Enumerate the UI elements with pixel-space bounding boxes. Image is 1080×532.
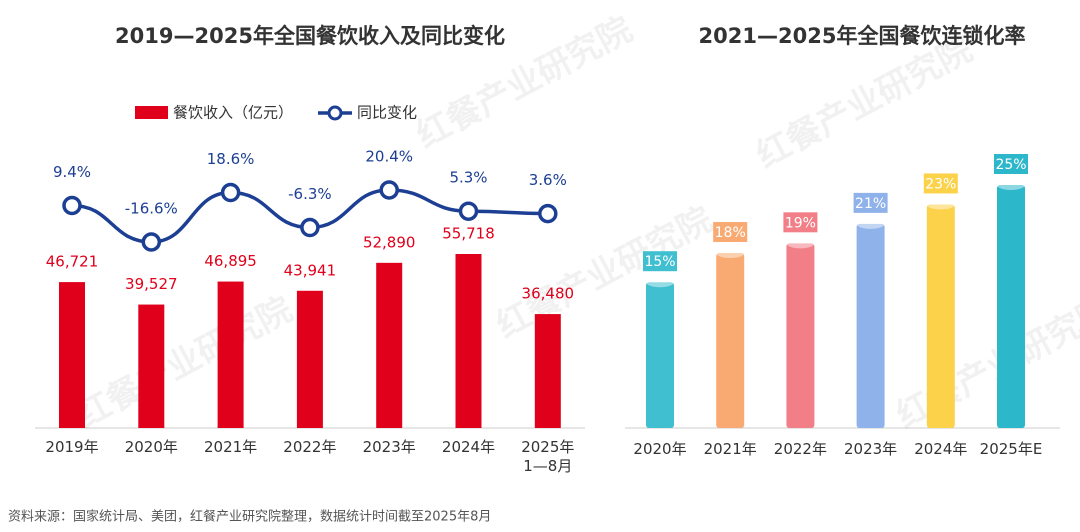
value-label: -6.3% bbox=[288, 185, 332, 203]
value-label: 55,718 bbox=[442, 225, 495, 243]
value-label: 3.6% bbox=[529, 171, 567, 189]
value-label-box bbox=[994, 154, 1028, 174]
value-label: 21% bbox=[855, 196, 886, 212]
legend-swatch bbox=[135, 106, 168, 119]
x-tick-label: 2024年 bbox=[441, 438, 496, 456]
x-tick-label: 2023年 bbox=[362, 438, 416, 456]
value-label: 46,895 bbox=[204, 252, 257, 270]
value-label: 23% bbox=[925, 176, 956, 192]
bar-cap bbox=[856, 218, 885, 229]
line-marker bbox=[538, 203, 558, 224]
x-tick-label: 2020年 bbox=[633, 440, 687, 458]
x-tick-label: 2021年 bbox=[703, 440, 757, 458]
bar bbox=[296, 290, 323, 428]
bar bbox=[455, 254, 482, 428]
x-tick-label: 2023年 bbox=[844, 440, 898, 458]
bar bbox=[997, 185, 1025, 428]
x-tick-label: 2022年 bbox=[773, 440, 827, 458]
value-label: 46,721 bbox=[46, 253, 99, 271]
x-tick-label: 2025年E bbox=[979, 440, 1043, 458]
x-tick-label: 2024年 bbox=[914, 440, 968, 458]
value-label: 36,480 bbox=[522, 285, 575, 303]
x-tick-label: 2025年 1—8月 bbox=[521, 438, 575, 475]
watermark: 红餐产业研究院 bbox=[750, 29, 979, 176]
line-marker bbox=[379, 180, 399, 200]
value-label: 18.6% bbox=[207, 150, 255, 168]
x-tick-label: 2019年 bbox=[45, 438, 99, 456]
value-label: 20.4% bbox=[365, 148, 413, 166]
bar bbox=[786, 243, 815, 428]
watermark: 红餐产业研究院 bbox=[490, 199, 719, 346]
bar bbox=[534, 314, 561, 428]
value-label-box bbox=[783, 212, 818, 233]
bar bbox=[138, 304, 165, 428]
legend-swatch bbox=[327, 105, 343, 121]
value-label: 19% bbox=[785, 215, 816, 231]
watermark: 红餐产业研究院 bbox=[70, 289, 299, 436]
line-marker bbox=[458, 201, 479, 221]
line-marker bbox=[220, 182, 241, 203]
bar bbox=[926, 204, 955, 428]
bar bbox=[856, 223, 885, 428]
value-label: 5.3% bbox=[449, 169, 487, 187]
legend-label: 餐饮收入（亿元） bbox=[173, 104, 293, 122]
x-tick-label: 2020年 bbox=[124, 438, 178, 456]
bar-cap bbox=[716, 248, 745, 259]
chart-title: 2021—2025年全国餐饮连锁化率 bbox=[699, 24, 1026, 48]
chart-title: 2019—2025年全国餐饮收入及同比变化 bbox=[115, 24, 505, 48]
value-label: 9.4% bbox=[53, 163, 91, 181]
legend-label: 同比变化 bbox=[357, 104, 417, 122]
value-label-box bbox=[643, 251, 677, 272]
bar bbox=[376, 262, 403, 428]
value-label: -16.6% bbox=[125, 200, 178, 218]
value-label: 18% bbox=[715, 225, 746, 241]
bar bbox=[217, 281, 244, 428]
value-label: 43,941 bbox=[284, 261, 337, 279]
bar bbox=[646, 282, 674, 428]
value-label-box bbox=[853, 192, 888, 213]
value-label: 39,527 bbox=[125, 275, 178, 293]
line-marker bbox=[62, 195, 82, 216]
line-marker bbox=[141, 232, 162, 252]
watermark: 红餐产业研究院 bbox=[890, 289, 1080, 436]
value-label: 25% bbox=[995, 157, 1026, 173]
source-note: 资料来源：国家统计局、美团，红餐产业研究院整理，数据统计时间截至2025年8月 bbox=[8, 509, 491, 525]
bar bbox=[716, 253, 745, 428]
x-tick-label: 2022年 bbox=[283, 438, 337, 456]
line-marker bbox=[300, 217, 320, 238]
bar-cap bbox=[786, 238, 815, 249]
x-tick-label: 2021年 bbox=[204, 438, 258, 456]
value-label-box bbox=[923, 173, 958, 194]
value-label-box bbox=[713, 222, 748, 243]
value-label: 52,890 bbox=[363, 233, 416, 251]
value-label: 15% bbox=[644, 254, 675, 270]
bar bbox=[59, 282, 85, 428]
bar-cap bbox=[926, 199, 955, 210]
bar-cap bbox=[997, 180, 1025, 190]
bar-cap bbox=[646, 277, 674, 288]
